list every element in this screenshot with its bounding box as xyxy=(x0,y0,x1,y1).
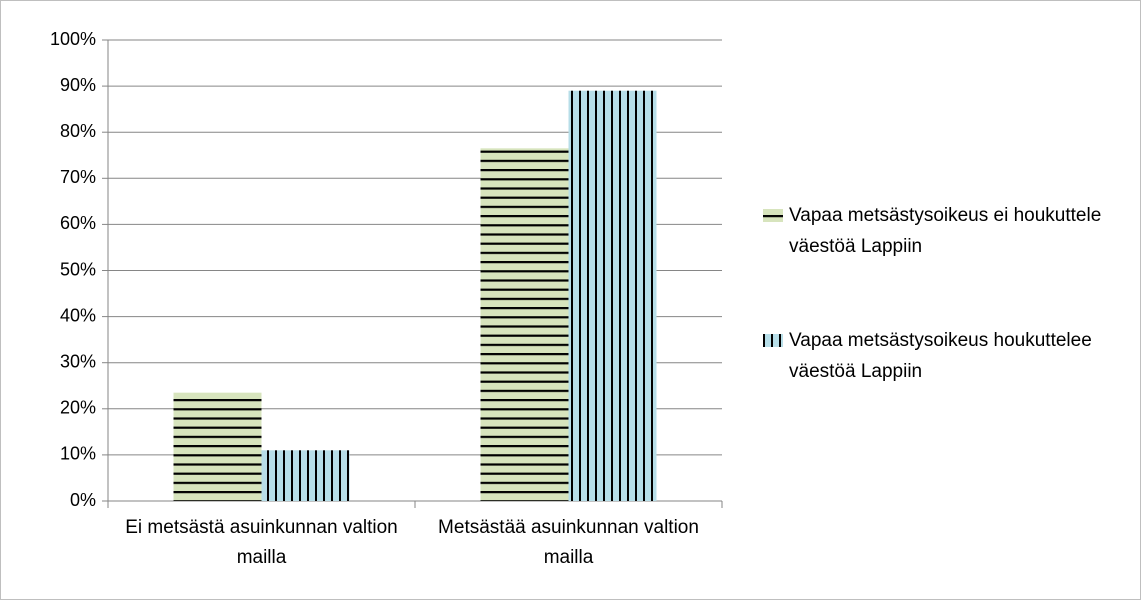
y-tick-label: 60% xyxy=(60,213,96,233)
x-tick-label-box: Ei metsästä asuinkunnan valtion mailla xyxy=(125,517,398,568)
x-tick-label: Ei metsästä asuinkunnan valtion mailla xyxy=(125,517,398,568)
bar xyxy=(480,148,569,501)
legend-text-box: Vapaa metsästysoikeus houkuttelee väestö… xyxy=(789,330,1092,382)
y-tick-label: 30% xyxy=(60,351,96,371)
y-tick-label: 50% xyxy=(60,259,96,279)
y-tick-label: 20% xyxy=(60,398,96,418)
bar xyxy=(568,90,657,502)
x-tick-label-box: Metsästää asuinkunnan valtion mailla xyxy=(438,517,699,568)
y-tick-label: 0% xyxy=(70,490,96,510)
y-tick-label: 40% xyxy=(60,305,96,325)
bar xyxy=(173,392,262,501)
legend-text-box: Vapaa metsästysoikeus ei houkuttele väes… xyxy=(789,205,1102,257)
legend-label: Vapaa metsästysoikeus houkuttelee väestö… xyxy=(789,330,1092,382)
legend-swatch xyxy=(763,209,783,222)
bar xyxy=(261,450,350,501)
y-tick-label: 100% xyxy=(50,29,96,49)
y-tick-label: 80% xyxy=(60,121,96,141)
x-tick-label: Metsästää asuinkunnan valtion mailla xyxy=(438,517,699,568)
legend-swatch xyxy=(763,334,783,347)
y-tick-label: 90% xyxy=(60,75,96,95)
legend-label: Vapaa metsästysoikeus ei houkuttele väes… xyxy=(789,205,1102,257)
y-tick-label: 70% xyxy=(60,167,96,187)
y-tick-label: 10% xyxy=(60,444,96,464)
